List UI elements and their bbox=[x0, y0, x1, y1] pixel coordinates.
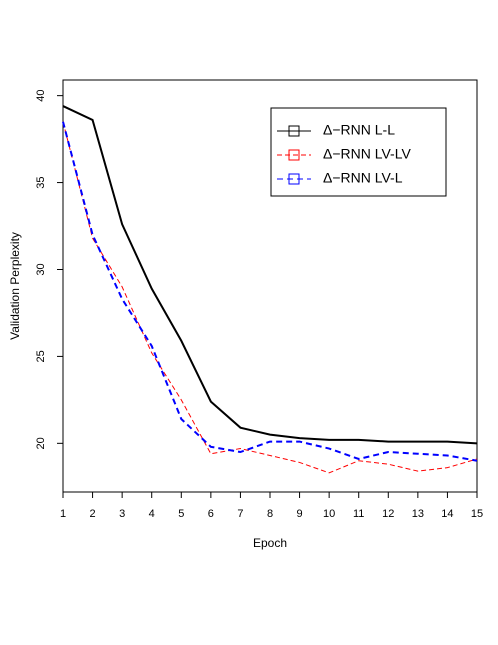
x-tick-label: 1 bbox=[60, 508, 66, 520]
x-tick-label: 13 bbox=[412, 508, 424, 520]
x-tick-label: 8 bbox=[267, 508, 273, 520]
x-tick-label: 9 bbox=[297, 508, 303, 520]
x-tick-label: 11 bbox=[353, 508, 364, 520]
legend-marker bbox=[288, 173, 300, 185]
x-tick-label: 15 bbox=[471, 508, 483, 520]
legend-label: Δ−RNN LV-L bbox=[323, 170, 403, 186]
x-tick-label: 5 bbox=[178, 508, 184, 520]
y-tick-label: 20 bbox=[35, 437, 47, 449]
y-tick-label: 35 bbox=[35, 176, 47, 188]
y-tick-label: 30 bbox=[35, 263, 47, 275]
legend-label: Δ−RNN LV-LV bbox=[323, 146, 411, 162]
y-tick-label: 25 bbox=[35, 350, 47, 362]
series-line bbox=[62, 105, 478, 445]
x-tick-label: 2 bbox=[90, 508, 96, 520]
x-tick-label: 10 bbox=[323, 508, 335, 520]
x-tick-label: 7 bbox=[237, 508, 243, 520]
y-axis-label: Validation Perplexity bbox=[8, 232, 22, 340]
x-tick-label: 12 bbox=[382, 508, 394, 520]
x-axis-label: Epoch bbox=[253, 536, 287, 550]
legend-box bbox=[270, 107, 447, 197]
legend-marker bbox=[288, 125, 300, 137]
series-line bbox=[62, 121, 478, 474]
x-tick-label: 3 bbox=[119, 508, 125, 520]
x-tick-label: 4 bbox=[149, 508, 155, 520]
series-line bbox=[62, 121, 478, 462]
x-tick-label: 14 bbox=[441, 508, 453, 520]
y-tick-label: 40 bbox=[35, 90, 47, 102]
legend-marker bbox=[288, 149, 300, 161]
x-tick-label: 6 bbox=[208, 508, 214, 520]
legend-label: Δ−RNN L-L bbox=[323, 122, 395, 138]
